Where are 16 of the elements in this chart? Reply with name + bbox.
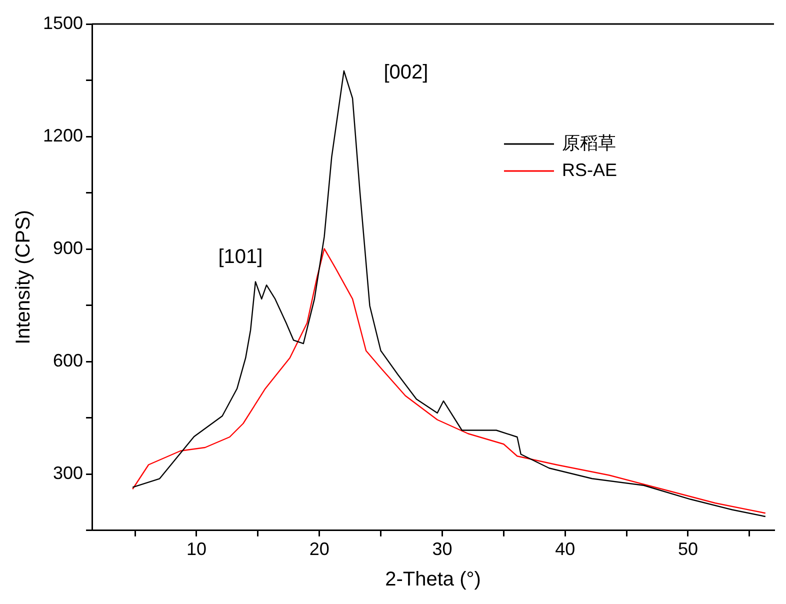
y-axis-title: Intensity (CPS): [12, 210, 35, 344]
y-tick-label: 600: [52, 350, 84, 371]
y-tick-label: 1200: [42, 126, 84, 146]
x-tick-label: 50: [678, 539, 698, 560]
x-tick-label: 40: [555, 539, 576, 560]
annotation: [002]: [384, 61, 428, 84]
x-tick-label: 30: [432, 539, 452, 560]
y-tick-label: 900: [52, 238, 84, 258]
x-tick-label: 20: [309, 539, 330, 560]
legend-label: RS-AE: [562, 160, 618, 180]
legend-label: 原稻草: [562, 132, 616, 153]
y-tick-label: 300: [52, 463, 84, 484]
annotation: [101]: [218, 246, 263, 268]
y-tick-label: 1500: [42, 12, 84, 33]
x-tick-label: 10: [186, 539, 206, 560]
x-axis-title: 2-Theta (°): [385, 568, 481, 591]
